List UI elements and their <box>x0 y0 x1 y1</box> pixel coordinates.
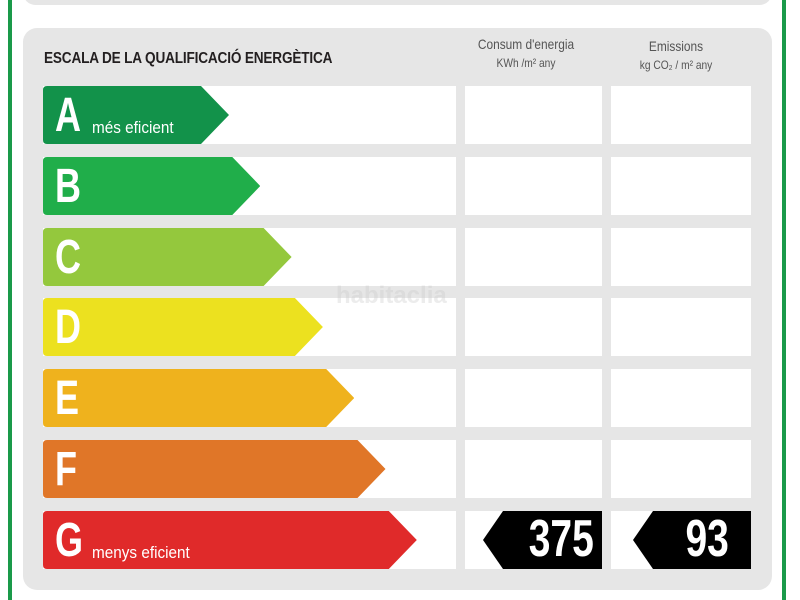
consumption-value-tag: 375 <box>483 510 602 569</box>
class-arrow-c: C <box>43 228 292 286</box>
class-letter: F <box>55 443 77 496</box>
emissions-cell <box>611 228 751 286</box>
emissions-value: 93 <box>685 510 729 568</box>
consumption-cell <box>465 369 602 427</box>
emissions-cell <box>611 369 751 427</box>
emissions-cell <box>611 298 751 356</box>
class-arrow-a: A més eficient <box>43 86 229 144</box>
emissions-cell <box>611 157 751 215</box>
class-letter: E <box>55 372 80 425</box>
class-subtitle: menys eficient <box>92 543 190 562</box>
top-panel <box>23 0 772 5</box>
emissions-cell <box>611 86 751 144</box>
consumption-value: 375 <box>528 510 594 568</box>
consumption-unit: KWh /m² any <box>496 56 556 70</box>
consumption-cell <box>465 157 602 215</box>
consumption-label: Consum d'energia <box>477 36 575 52</box>
consumption-header: Consum d'energia KWh /m² any <box>467 36 586 70</box>
class-arrow-g: G menys eficient <box>43 511 417 569</box>
class-subtitle: més eficient <box>92 118 174 137</box>
class-letter: B <box>55 160 82 213</box>
class-arrow-b: B <box>43 157 261 215</box>
class-letter: D <box>55 301 82 354</box>
emissions-label: Emissions <box>648 38 704 54</box>
border-right <box>782 0 786 600</box>
emissions-value-tag: 93 <box>633 510 751 569</box>
class-arrow-d: D <box>43 298 323 356</box>
watermark: habitaclia <box>336 282 447 309</box>
scale-title: ESCALA DE LA QUALIFICACIÓ ENERGÈTICA <box>44 50 333 67</box>
class-letter: A <box>55 89 82 142</box>
emissions-header: Emissions kg CO₂ / m² any <box>617 38 736 72</box>
class-letter: G <box>55 514 84 567</box>
emissions-unit: kg CO₂ / m² any <box>639 58 713 72</box>
class-letter: C <box>55 231 82 284</box>
consumption-cell <box>465 228 602 286</box>
class-arrow-e: E <box>43 369 355 427</box>
consumption-cell <box>465 440 602 498</box>
border-left <box>8 0 12 600</box>
class-arrow-f: F <box>43 440 386 498</box>
consumption-cell <box>465 298 602 356</box>
emissions-cell <box>611 440 751 498</box>
consumption-cell <box>465 86 602 144</box>
